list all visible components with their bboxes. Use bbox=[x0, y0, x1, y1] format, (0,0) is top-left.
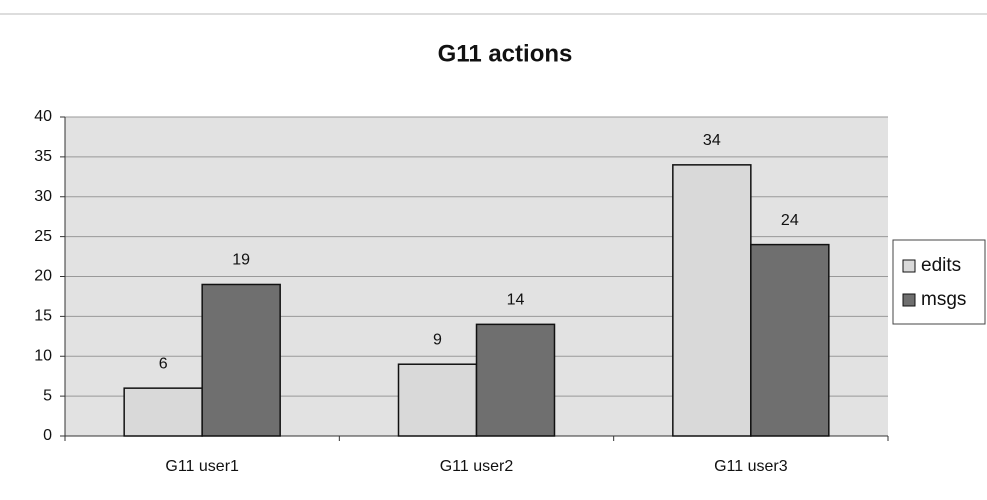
x-tick-label: G11 user3 bbox=[714, 458, 788, 475]
bar bbox=[672, 164, 752, 437]
y-tick-label: 35 bbox=[34, 148, 52, 165]
bar bbox=[201, 283, 281, 437]
legend-label: msgs bbox=[921, 289, 966, 310]
data-label: 14 bbox=[507, 292, 525, 309]
chart-title: G11 actions bbox=[438, 40, 573, 67]
legend-swatch bbox=[902, 293, 916, 307]
x-tick-label: G11 user1 bbox=[165, 458, 239, 475]
bar bbox=[123, 387, 203, 437]
data-label: 9 bbox=[433, 331, 442, 348]
y-tick-label: 25 bbox=[34, 228, 52, 245]
x-tick-label: G11 user2 bbox=[440, 458, 514, 475]
y-tick-label: 30 bbox=[34, 188, 52, 205]
y-tick-label: 10 bbox=[34, 347, 52, 364]
bar bbox=[397, 363, 478, 437]
bar bbox=[475, 323, 556, 437]
legend-swatch bbox=[902, 259, 916, 273]
y-tick-label: 40 bbox=[34, 108, 52, 125]
data-label: 24 bbox=[781, 212, 799, 229]
legend-box bbox=[892, 239, 986, 325]
data-label: 6 bbox=[159, 355, 168, 372]
y-tick-label: 5 bbox=[43, 387, 52, 404]
legend-label: edits bbox=[921, 255, 961, 276]
y-tick-label: 20 bbox=[34, 268, 52, 285]
bar bbox=[750, 243, 830, 437]
data-label: 19 bbox=[232, 252, 250, 269]
y-tick-label: 15 bbox=[34, 308, 52, 325]
y-tick-label: 0 bbox=[43, 427, 52, 444]
data-label: 34 bbox=[703, 132, 721, 149]
